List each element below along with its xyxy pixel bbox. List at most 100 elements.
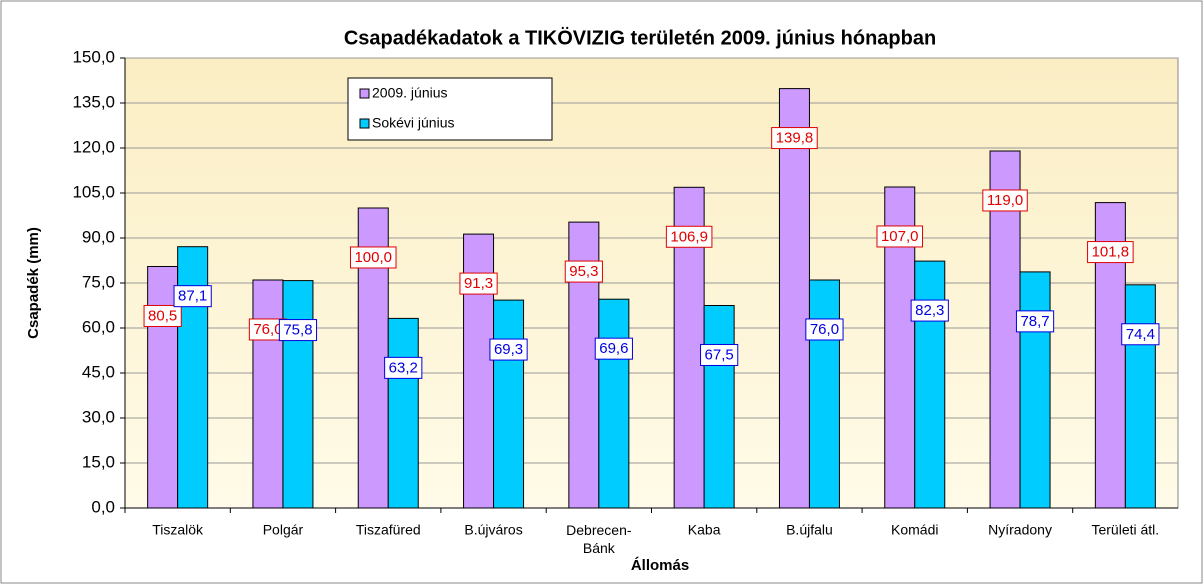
x-tick-label: Kaba — [688, 522, 721, 538]
x-tick-label: Polgár — [263, 522, 304, 538]
y-tick-label: 90,0 — [82, 227, 115, 246]
x-tick-label: Területi átl. — [1091, 522, 1159, 538]
data-label-text: 80,5 — [148, 307, 177, 324]
data-label: 100,0 — [349, 246, 397, 269]
bar — [387, 317, 419, 509]
data-label-box — [594, 337, 633, 360]
data-label-box — [384, 356, 423, 379]
y-tick-label: 45,0 — [82, 362, 115, 381]
legend-marker — [359, 88, 370, 99]
data-label-text: 91,3 — [464, 275, 493, 292]
data-label-text: 95,3 — [569, 263, 598, 280]
data-label-text: 139,8 — [776, 130, 814, 147]
data-label-box — [805, 318, 844, 341]
data-label: 75,8 — [278, 319, 318, 342]
data-label-text: 100,0 — [354, 249, 392, 266]
data-label-text: 76,0 — [253, 321, 282, 338]
data-label-text: 101,8 — [1092, 244, 1130, 261]
x-tick-label: Komádi — [891, 522, 938, 538]
bar — [1124, 284, 1156, 509]
y-tick-label: 15,0 — [82, 452, 115, 471]
legend-box — [347, 77, 553, 141]
data-label: 69,6 — [594, 337, 633, 360]
bar — [703, 305, 735, 509]
data-label-text: 78,7 — [1020, 313, 1049, 330]
data-label: 76,0 — [805, 318, 844, 341]
data-label-box — [665, 225, 713, 248]
data-label: 119,0 — [982, 189, 1028, 212]
data-label-box — [143, 304, 182, 327]
data-label-text: 74,4 — [1126, 326, 1155, 343]
x-tick-label: Debrecen-Bánk — [566, 522, 632, 556]
y-tick-label: 75,0 — [82, 272, 115, 291]
legend-marker — [359, 118, 370, 129]
data-label-box — [910, 299, 949, 322]
data-label-text: 69,3 — [494, 341, 523, 358]
data-label-box — [1121, 323, 1160, 346]
bar — [252, 279, 284, 509]
data-label-text: 67,5 — [705, 346, 734, 363]
data-label-box — [459, 272, 498, 295]
data-label: 69,3 — [489, 338, 528, 361]
data-label-box — [564, 260, 603, 283]
bar — [808, 279, 840, 509]
data-label-box — [173, 285, 212, 308]
bar — [778, 88, 810, 509]
data-label: 95,3 — [564, 260, 603, 283]
data-label: 74,4 — [1121, 323, 1160, 346]
data-label-box — [489, 338, 528, 361]
data-label-box — [700, 343, 739, 366]
y-axis-title: Csapadék (mm) — [25, 227, 42, 339]
x-tick-label: B.újfalu — [786, 522, 833, 538]
y-tick-label: 135,0 — [72, 92, 115, 111]
data-label-box — [278, 319, 318, 342]
x-tick-label: Tiszalök — [152, 522, 204, 538]
bar — [282, 280, 314, 509]
x-tick-label: Tiszafüred — [356, 522, 421, 538]
bar — [598, 298, 630, 509]
x-tick-label: B.újváros — [464, 522, 522, 538]
data-label-text: 119,0 — [987, 192, 1023, 209]
y-tick-label: 120,0 — [72, 137, 115, 156]
bar — [914, 260, 946, 509]
x-axis-title: Állomás — [631, 557, 689, 574]
data-label-text: 76,0 — [810, 321, 839, 338]
data-label-text: 106,9 — [670, 228, 708, 245]
data-label: 107,0 — [876, 225, 924, 248]
data-label: 91,3 — [459, 272, 498, 295]
data-label-text: 69,6 — [599, 340, 628, 357]
x-tick-label: Nyíradony — [988, 522, 1052, 538]
legend-label: Sokévi június — [372, 115, 455, 131]
data-label-box — [349, 246, 397, 269]
y-tick-label: 105,0 — [72, 182, 115, 201]
legend-label: 2009. június — [372, 85, 448, 101]
data-label: 82,3 — [910, 299, 949, 322]
data-label-box — [982, 189, 1028, 212]
y-tick-label: 150,0 — [72, 47, 115, 66]
bar — [1019, 271, 1051, 509]
data-label-text: 82,3 — [915, 302, 944, 319]
data-label: 87,1 — [173, 285, 212, 308]
data-label: 76,0 — [248, 318, 288, 341]
y-tick-label: 0,0 — [91, 497, 115, 516]
data-label: 139,8 — [771, 127, 818, 150]
data-label-text: 107,0 — [881, 228, 919, 245]
data-label-box — [1087, 241, 1134, 264]
bar — [493, 299, 525, 509]
y-tick-label: 60,0 — [82, 317, 115, 336]
data-label: 80,5 — [143, 304, 182, 327]
data-label: 106,9 — [665, 225, 713, 248]
data-label-box — [771, 127, 818, 150]
data-label-box — [876, 225, 924, 248]
data-label: 67,5 — [700, 343, 739, 366]
data-label-box — [1015, 310, 1055, 333]
data-label: 78,7 — [1015, 310, 1055, 333]
data-label-text: 63,2 — [389, 359, 418, 376]
data-label-text: 87,1 — [178, 288, 207, 305]
chart-title: Csapadékadatok a TIKÖVIZIG területén 200… — [344, 26, 936, 49]
data-label: 63,2 — [384, 356, 423, 379]
y-tick-label: 30,0 — [82, 407, 115, 426]
data-label-text: 75,8 — [283, 322, 312, 339]
bar — [147, 266, 179, 509]
